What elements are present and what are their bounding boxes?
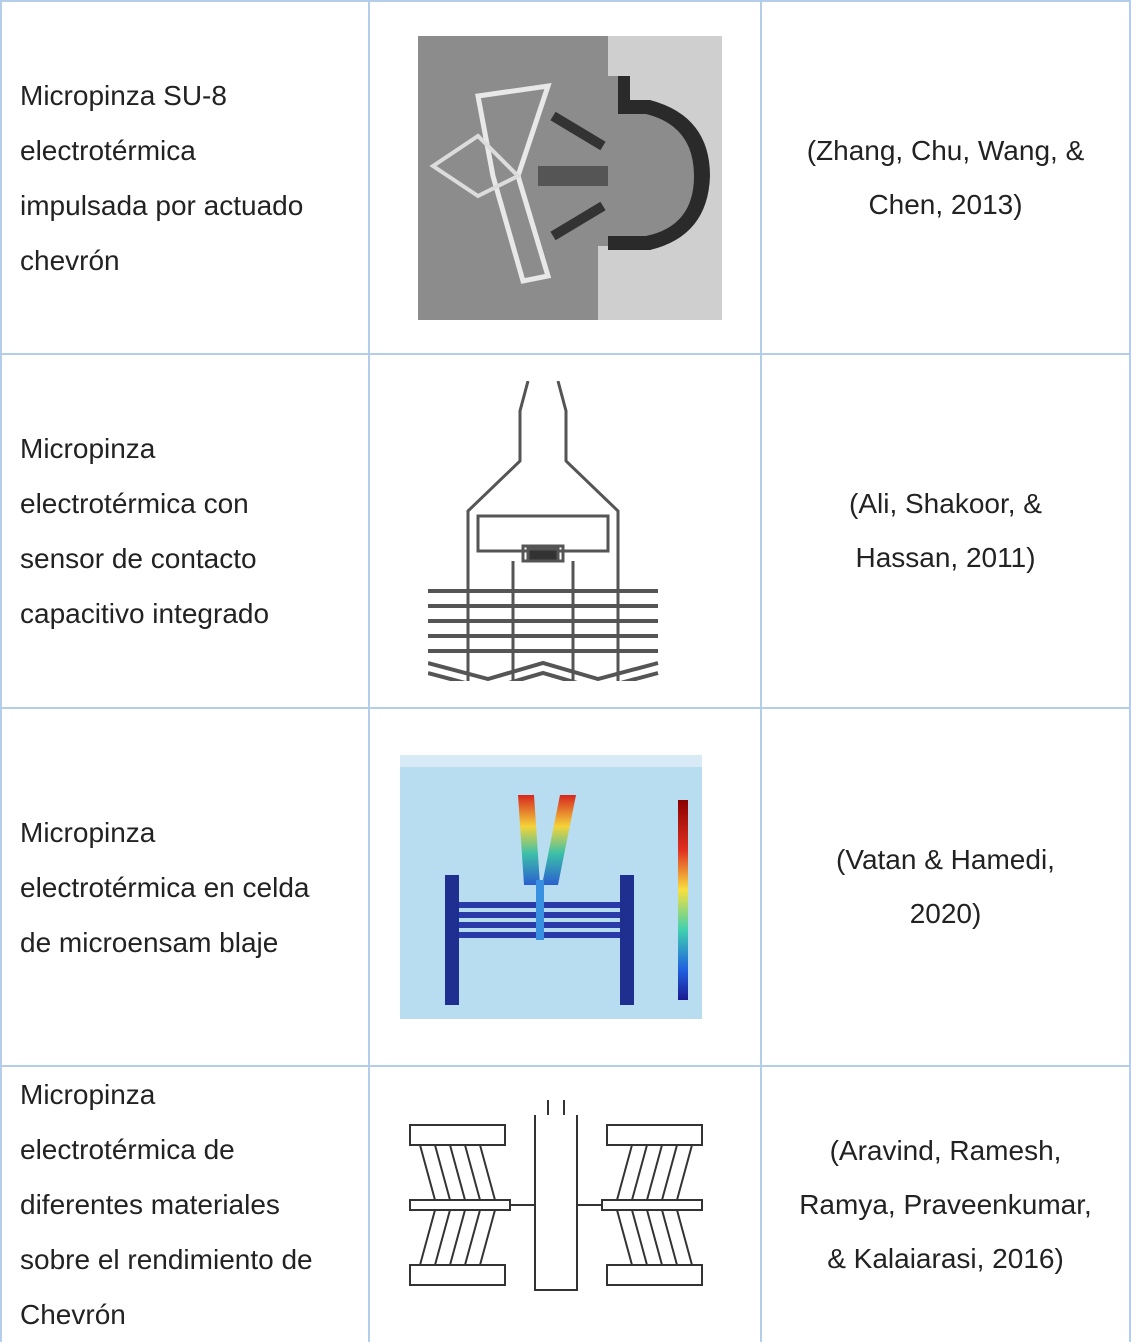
- reference-line: (Ali, Shakoor, &: [849, 488, 1042, 519]
- reference-cell: (Vatan & Hamedi, 2020): [760, 707, 1131, 1067]
- table-row: Micropinza electrotérmica con sensor de co…: [0, 353, 1131, 709]
- reference-line: (Zhang, Chu, Wang, &: [806, 134, 1085, 166]
- simulation-image: [400, 755, 702, 1019]
- gripper-drawing: [428, 381, 659, 681]
- description-line: impulsada por actuado: [20, 189, 304, 221]
- reference-line: (Vatan & Hamedi,: [836, 844, 1055, 875]
- image-cell: [368, 353, 762, 709]
- reference-line: (Aravind, Ramesh,: [829, 1134, 1062, 1166]
- description-line: electrotérmica en celda: [20, 871, 310, 903]
- image-cell: [368, 707, 762, 1067]
- reference-cell: (Ali, Shakoor, & Hassan, 2011): [760, 353, 1131, 709]
- table-row: Micropinza electrotérmica en celda de micr…: [0, 707, 1131, 1067]
- description-line: chevrón: [20, 244, 120, 276]
- description-line: Micropinza: [20, 816, 156, 848]
- reference-cell: (Aravind, Ramesh, Ramya, Praveenkumar, & K…: [760, 1065, 1131, 1342]
- sem-image: [418, 35, 722, 320]
- description-line: electrotérmica de: [20, 1134, 235, 1165]
- description-cell: Micropinza SU-8 electrotérmica impulsada p…: [0, 0, 370, 355]
- description-line: Micropinza: [20, 433, 156, 464]
- description-line: electrotérmica con: [20, 488, 249, 519]
- description-line: Micropinza SU-8: [20, 79, 227, 111]
- description-line: Chevrón: [20, 1299, 126, 1330]
- description-line: Micropinza: [20, 1079, 156, 1110]
- table-row: Micropinza SU-8 electrotérmica impulsada p…: [0, 0, 1131, 355]
- description-cell: Micropinza electrotérmica en celda de micr…: [0, 707, 370, 1067]
- image-cell: [368, 0, 762, 355]
- reference-line: 2020): [909, 898, 982, 929]
- schematic-drawing: [409, 1099, 703, 1291]
- reference-line: Chen, 2013): [868, 188, 1023, 220]
- description-line: capacitivo integrado: [20, 598, 270, 629]
- description-cell: Micropinza electrotérmica de diferentes ma…: [0, 1065, 370, 1342]
- description-line: de microensam blaje: [20, 926, 279, 958]
- description-line: diferentes materiales: [20, 1189, 280, 1220]
- reference-line: & Kalaiarasi, 2016): [827, 1242, 1064, 1274]
- table-row: Micropinza electrotérmica de diferentes ma…: [0, 1065, 1131, 1342]
- reference-cell: (Zhang, Chu, Wang, & Chen, 2013): [760, 0, 1131, 355]
- description-line: sensor de contacto: [20, 543, 257, 574]
- reference-line: Ramya, Praveenkumar,: [799, 1188, 1092, 1220]
- description-line: electrotérmica: [20, 134, 196, 166]
- reference-line: Hassan, 2011): [855, 542, 1036, 573]
- image-cell: [368, 1065, 762, 1342]
- description-line: sobre el rendimiento de: [20, 1244, 313, 1275]
- description-cell: Micropinza electrotérmica con sensor de co…: [0, 353, 370, 709]
